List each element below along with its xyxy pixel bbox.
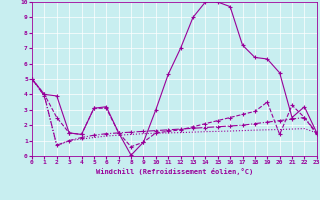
X-axis label: Windchill (Refroidissement éolien,°C): Windchill (Refroidissement éolien,°C)	[96, 168, 253, 175]
